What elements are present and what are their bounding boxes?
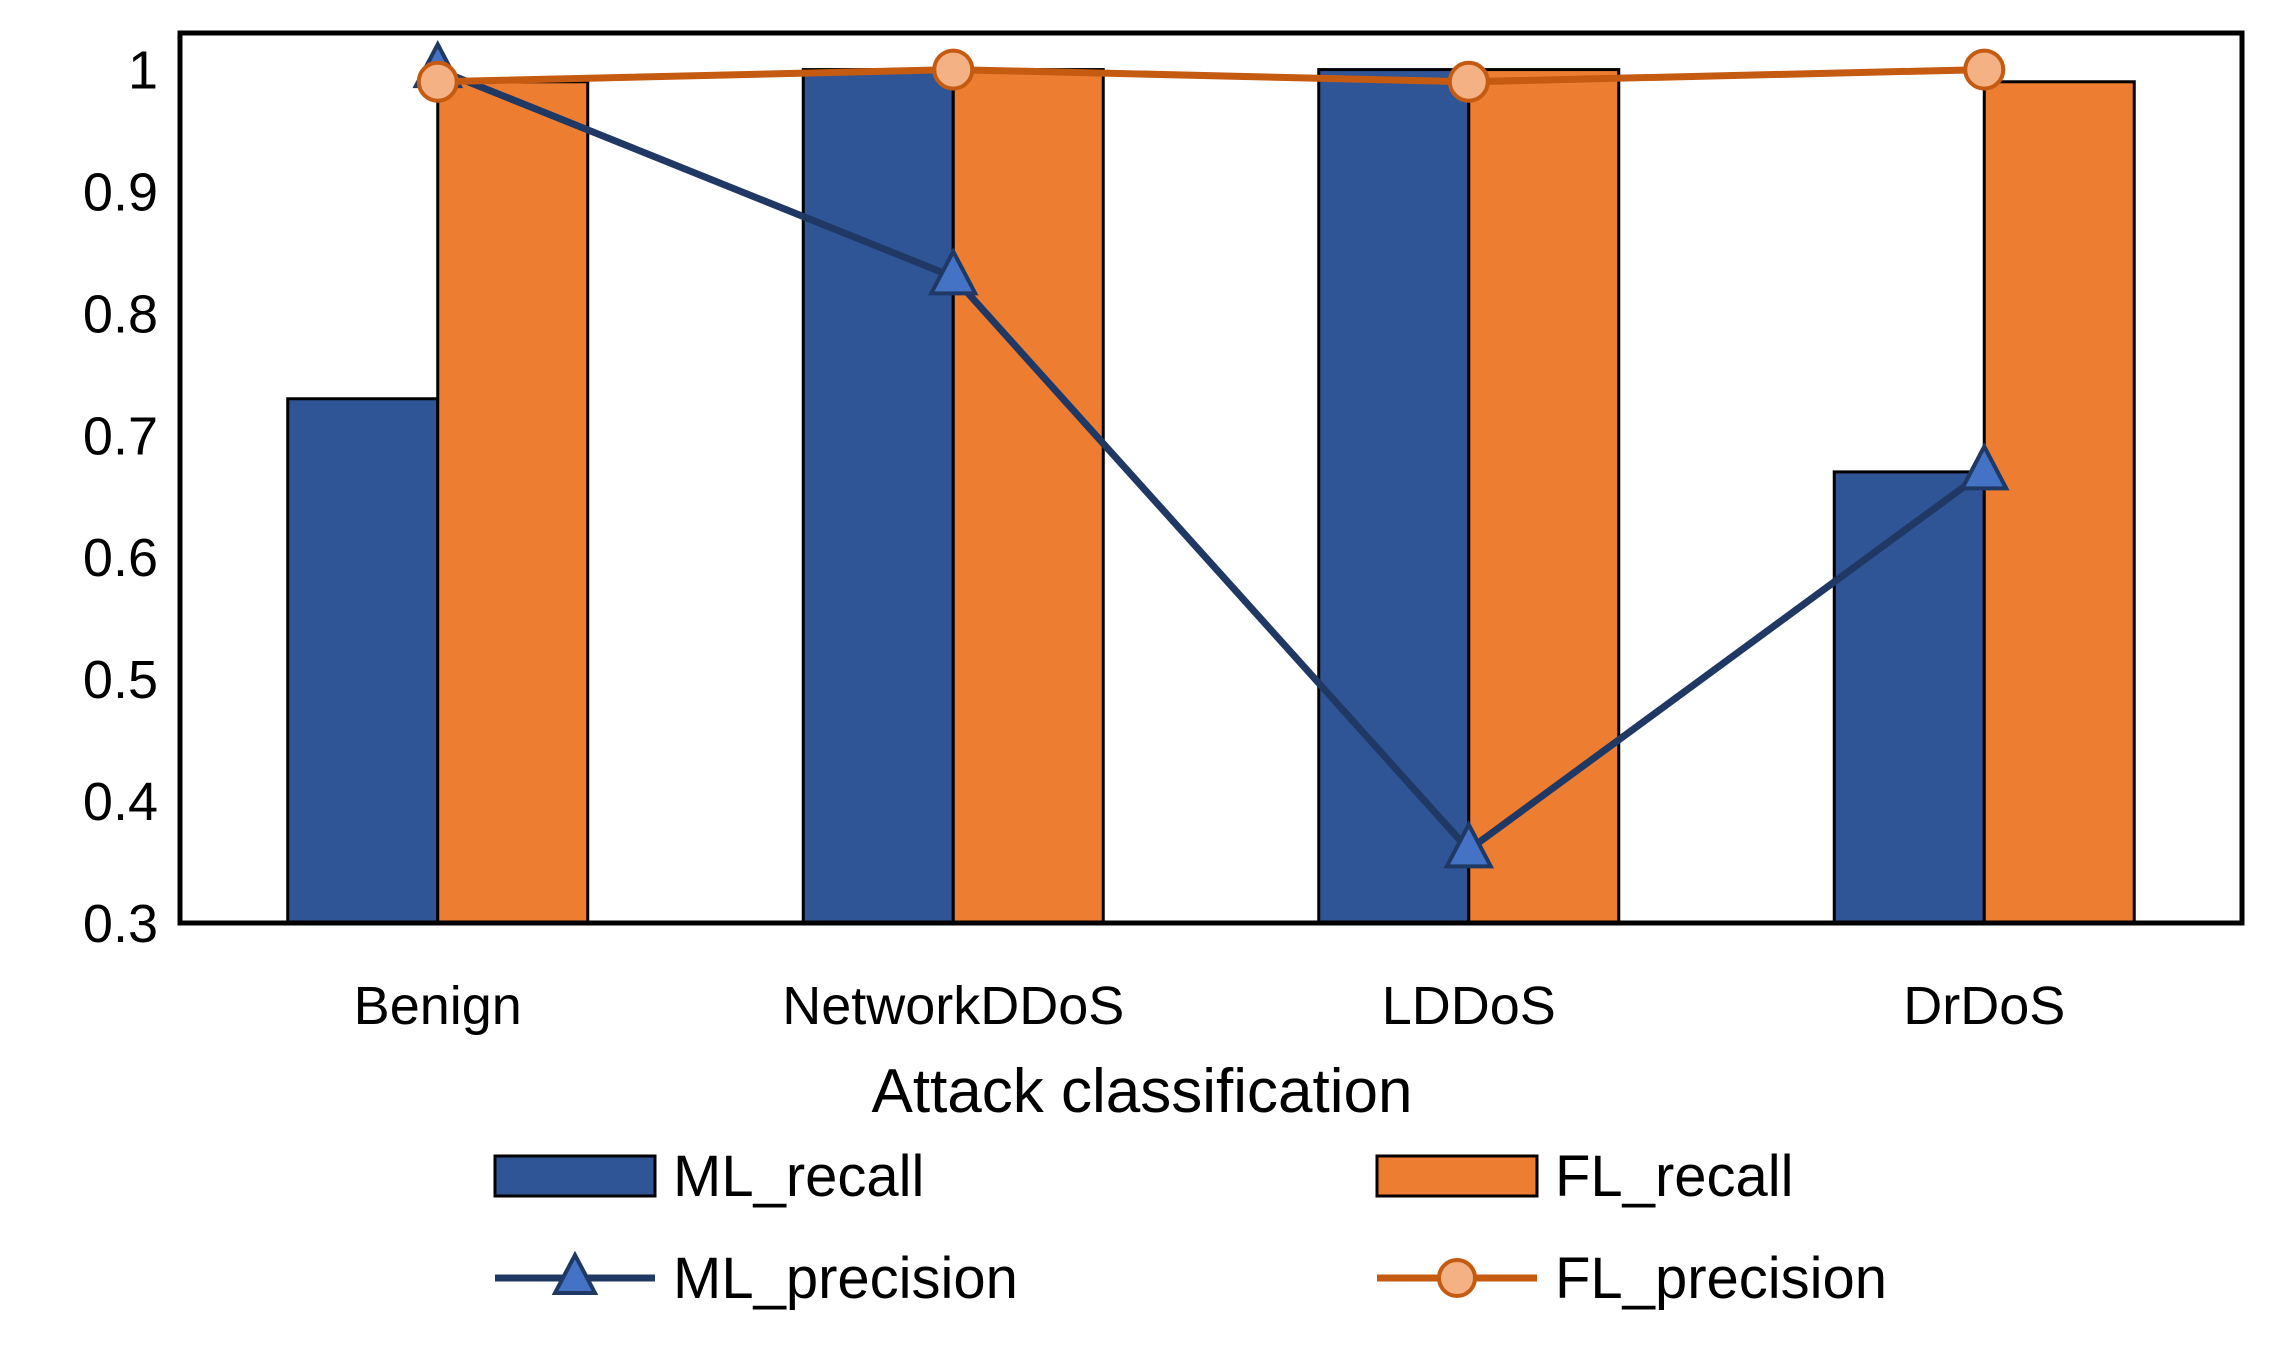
x-category-label-drdos: DrDoS — [1903, 976, 2065, 1036]
y-tick-label-1: 1 — [128, 41, 158, 101]
legend-label-ml-precision: ML_precision — [673, 1246, 1018, 1311]
legend: ML_recall FL_recall ML_precision FL_precisi… — [493, 1144, 1887, 1311]
y-tick-label-0-9: 0.9 — [83, 162, 158, 222]
legend-label-fl-precision: FL_precision — [1555, 1246, 1887, 1311]
x-category-label-benign: Benign — [354, 976, 522, 1036]
marker-fl-precision-drdos — [1963, 48, 2006, 91]
bar-ml-recall-lddos — [1317, 68, 1471, 925]
marker-fl-precision-networkddos — [932, 48, 975, 91]
y-tick-label-0-3: 0.3 — [83, 894, 158, 954]
x-category-label-networkddos: NetworkDDoS — [782, 976, 1124, 1036]
line-fl-precision — [437, 66, 1985, 86]
legend-label-fl-recall: FL_recall — [1555, 1144, 1794, 1209]
bar-ml-recall-benign — [286, 397, 440, 925]
lines-layer — [412, 39, 2010, 869]
bar-fl-recall-networkddos — [951, 68, 1105, 925]
bar-ml-recall-drdos — [1832, 470, 1986, 925]
y-axis-ticks: 0.3 0.4 0.5 0.6 0.7 0.8 0.9 1 — [83, 41, 158, 954]
marker-ml-precision-lddos — [1443, 820, 1495, 869]
marker-fl-precision-lddos — [1447, 60, 1490, 103]
marker-ml-precision-networkddos — [927, 247, 979, 296]
x-category-label-lddos: LDDoS — [1382, 976, 1556, 1036]
legend-label-ml-recall: ML_recall — [673, 1144, 924, 1209]
plot-area-frame — [177, 30, 2245, 926]
bar-ml-recall-networkddos — [801, 68, 955, 925]
line-ml-precision — [436, 66, 1987, 854]
y-tick-label-0-6: 0.6 — [83, 528, 158, 588]
y-tick-label-0-5: 0.5 — [83, 650, 158, 710]
y-tick-label-0-7: 0.7 — [83, 406, 158, 466]
x-axis-categories: Benign NetworkDDoS LDDoS DrDoS — [354, 976, 2066, 1036]
marker-fl-precision-benign — [416, 60, 459, 103]
legend-swatch-fl-recall — [1375, 1154, 1539, 1198]
bars-layer — [286, 68, 2136, 925]
marker-ml-precision-drdos — [1958, 442, 2010, 491]
bar-fl-recall-benign — [436, 80, 590, 925]
x-axis-title: Attack classification — [872, 1057, 1413, 1126]
legend-swatch-ml-recall — [493, 1154, 657, 1198]
bar-fl-recall-lddos — [1467, 68, 1621, 925]
y-tick-label-0-4: 0.4 — [83, 772, 158, 832]
legend-marker-ml-precision — [551, 1250, 599, 1295]
legend-marker-fl-precision — [1437, 1258, 1477, 1298]
y-tick-label-0-8: 0.8 — [83, 284, 158, 344]
bar-fl-recall-drdos — [1982, 80, 2136, 925]
